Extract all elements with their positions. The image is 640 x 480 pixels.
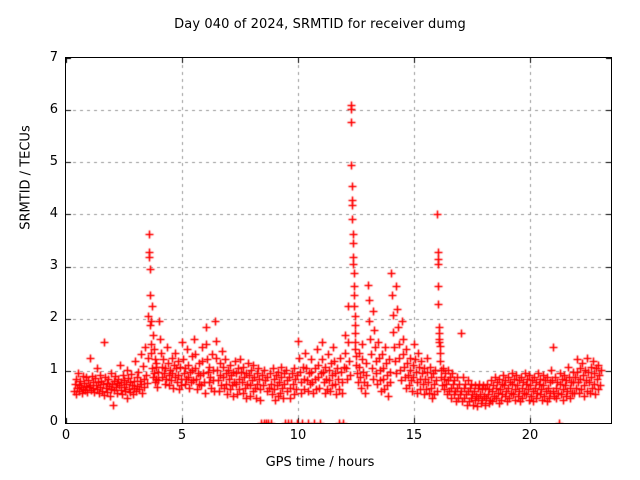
y-tick-7: 7: [49, 50, 58, 65]
y-tick-0: 0: [49, 414, 58, 429]
page-title: Day 040 of 2024, SRMTID for receiver dum…: [174, 17, 466, 32]
y-axis-tick-labels: 7 6 5 4 3 2 1 0: [8, 0, 58, 480]
y-tick-4: 4: [49, 206, 58, 221]
y-tick-1: 1: [49, 362, 58, 377]
x-axis-label: GPS time / hours: [265, 455, 375, 470]
x-tick-0: 0: [61, 428, 71, 443]
x-tick-10: 10: [289, 428, 307, 443]
x-tick-15: 15: [405, 428, 423, 443]
plot-axes-frame: [65, 57, 612, 424]
scatter-plot-canvas: [66, 58, 611, 423]
x-tick-20: 20: [521, 428, 539, 443]
y-tick-2: 2: [49, 310, 58, 325]
y-tick-5: 5: [49, 154, 58, 169]
y-tick-3: 3: [49, 258, 58, 273]
y-tick-6: 6: [49, 102, 58, 117]
x-tick-5: 5: [177, 428, 187, 443]
